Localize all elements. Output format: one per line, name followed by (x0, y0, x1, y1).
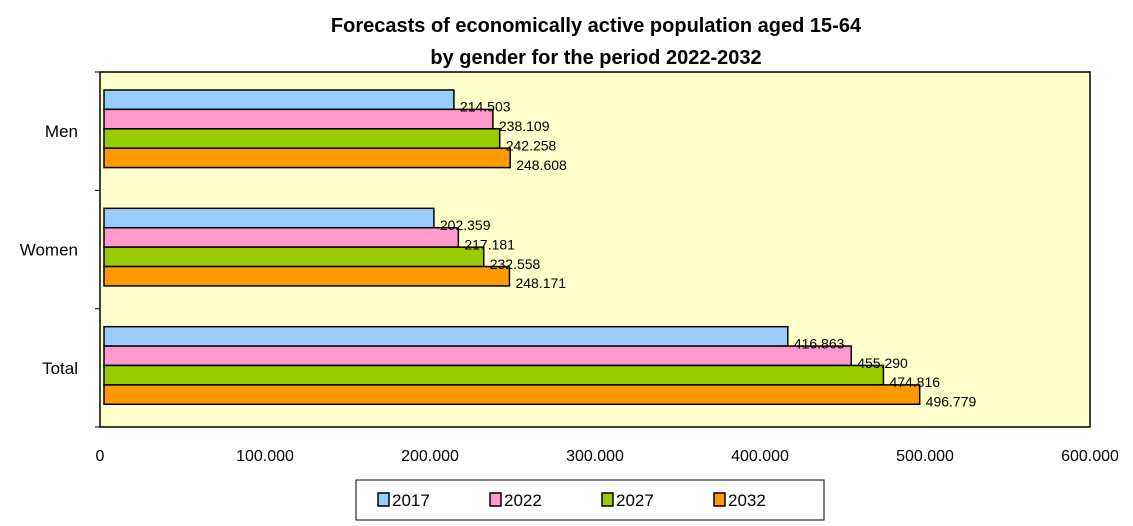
x-tick-label: 600.000 (1061, 448, 1119, 465)
data-label: 248.171 (515, 275, 566, 291)
bar (103, 147, 511, 169)
bar (103, 345, 852, 367)
category-label: Women (20, 241, 78, 260)
data-label: 248.608 (516, 157, 567, 173)
legend-label: 2032 (728, 491, 766, 510)
category-label: Men (45, 122, 78, 141)
legend-swatch (601, 492, 614, 507)
x-tick-label: 100.000 (236, 448, 294, 465)
legend-label: 2017 (392, 491, 430, 510)
chart-title-line-2: by gender for the period 2022-2032 (430, 47, 761, 69)
category-label: Total (42, 359, 78, 378)
data-label: 455.290 (857, 355, 908, 371)
x-tick-label: 500.000 (896, 448, 954, 465)
bar (103, 89, 455, 111)
bar (103, 108, 494, 130)
legend-label: 2022 (504, 491, 542, 510)
bar (103, 246, 485, 268)
axes: 0 100.000 200.000 300.000 400.000 500.000 600.… (20, 71, 1119, 465)
data-label: 242.258 (506, 138, 557, 154)
data-label: 238.109 (499, 118, 550, 134)
data-label: 232.558 (490, 256, 541, 272)
data-label: 474.816 (889, 374, 940, 390)
bar (103, 226, 460, 248)
data-label: 214.503 (460, 99, 511, 115)
x-tick-label: 0 (96, 448, 105, 465)
legend-box (355, 479, 825, 521)
chart-title-line-1: Forecasts of economically active populat… (331, 15, 862, 37)
legend-swatch (377, 492, 390, 507)
bar (103, 265, 511, 287)
bars (103, 89, 921, 406)
x-tick-label: 300.000 (566, 448, 624, 465)
legend-swatch (713, 492, 726, 507)
bar (103, 128, 501, 149)
x-tick-label: 400.000 (731, 448, 789, 465)
data-labels: 214.503 238.109 242.258 248.608 202.359 217.1… (440, 99, 977, 410)
data-label: 217.181 (464, 236, 515, 252)
data-label: 202.359 (440, 217, 491, 233)
x-tick-label: 200.000 (401, 448, 459, 465)
legend-label: 2027 (616, 491, 654, 510)
bar (103, 325, 789, 347)
legend-swatch (489, 492, 502, 507)
bar (103, 207, 435, 229)
bar (103, 364, 885, 386)
legend: 2017 2022 2027 2032 (355, 479, 825, 521)
bar (103, 384, 921, 406)
data-label: 416.863 (794, 335, 845, 351)
data-label: 496.779 (926, 394, 977, 410)
